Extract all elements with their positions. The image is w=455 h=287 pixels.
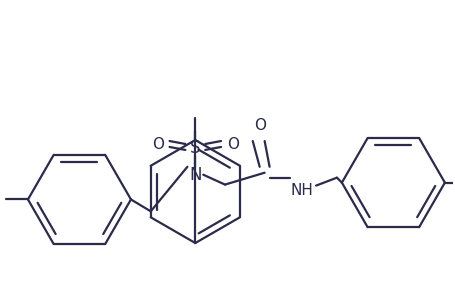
Text: O: O (152, 137, 164, 152)
Text: NH: NH (291, 183, 313, 198)
Text: N: N (189, 166, 202, 184)
Text: O: O (254, 118, 266, 133)
Text: S: S (190, 139, 201, 157)
Text: O: O (227, 137, 239, 152)
